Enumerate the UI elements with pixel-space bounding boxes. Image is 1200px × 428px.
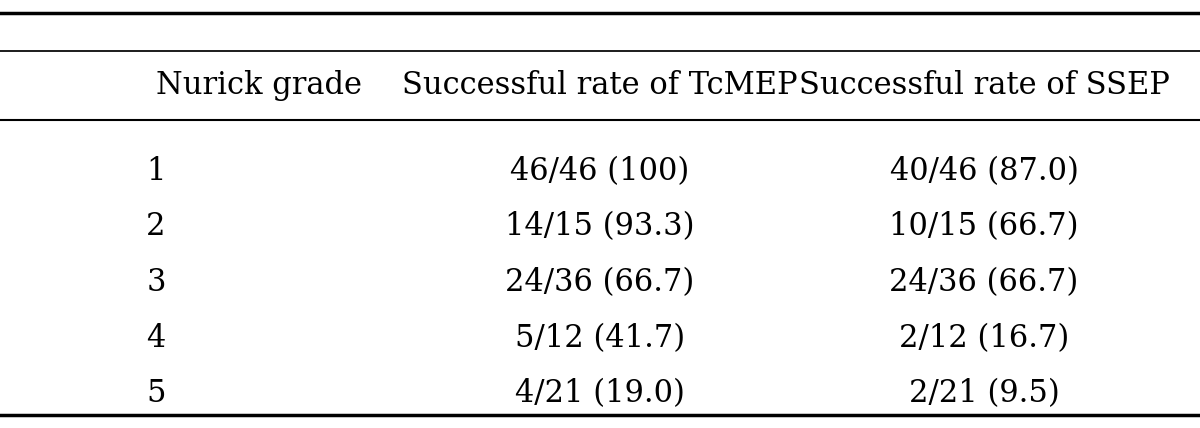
Text: 46/46 (100): 46/46 (100) [510,156,690,187]
Text: 2/12 (16.7): 2/12 (16.7) [899,323,1069,354]
Text: 1: 1 [146,156,166,187]
Text: Successful rate of SSEP: Successful rate of SSEP [798,70,1170,101]
Text: 2: 2 [146,211,166,242]
Text: 10/15 (66.7): 10/15 (66.7) [889,211,1079,242]
Text: 4/21 (19.0): 4/21 (19.0) [515,378,685,409]
Text: 2/21 (9.5): 2/21 (9.5) [908,378,1060,409]
Text: 5/12 (41.7): 5/12 (41.7) [515,323,685,354]
Text: 3: 3 [146,267,166,298]
Text: Successful rate of TcMEP: Successful rate of TcMEP [402,70,798,101]
Text: 4: 4 [146,323,166,354]
Text: 24/36 (66.7): 24/36 (66.7) [889,267,1079,298]
Text: 40/46 (87.0): 40/46 (87.0) [889,156,1079,187]
Text: Nurick grade: Nurick grade [156,70,362,101]
Text: 24/36 (66.7): 24/36 (66.7) [505,267,695,298]
Text: 5: 5 [146,378,166,409]
Text: 14/15 (93.3): 14/15 (93.3) [505,211,695,242]
